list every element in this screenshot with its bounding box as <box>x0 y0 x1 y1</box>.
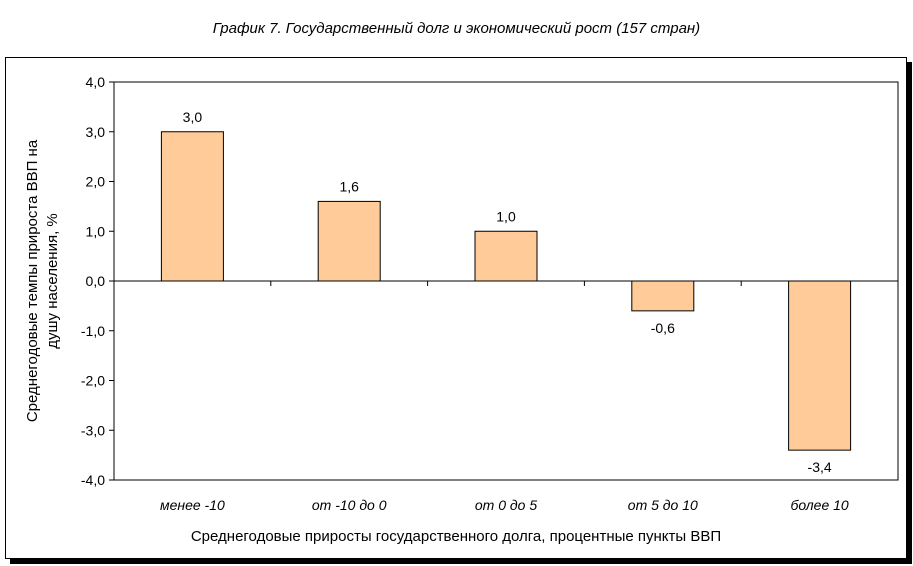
y-tick-label: -3,0 <box>81 422 105 438</box>
bar <box>631 280 695 312</box>
bar <box>474 230 538 282</box>
category-label: от 5 до 10 <box>628 497 698 513</box>
y-tick-label: 2,0 <box>86 174 106 190</box>
data-label: 1,0 <box>496 208 516 224</box>
y-tick-label: 4,0 <box>86 74 106 90</box>
x-axis-title: Среднегодовые приросты государственного … <box>191 528 721 545</box>
data-label: 3,0 <box>183 109 203 125</box>
chart-title: График 7. Государственный долг и экономи… <box>212 20 701 37</box>
y-tick-label: -2,0 <box>81 373 105 389</box>
y-tick-label: 1,0 <box>86 223 106 239</box>
category-label: от -10 до 0 <box>312 497 387 513</box>
bar <box>788 280 852 451</box>
category-label: от 0 до 5 <box>475 497 537 513</box>
category-label: менее -10 <box>160 497 225 513</box>
data-label: 1,6 <box>339 178 359 194</box>
data-label: -0,6 <box>651 320 675 336</box>
y-tick-label: -4,0 <box>81 472 105 488</box>
y-tick-label: 3,0 <box>86 124 106 140</box>
data-label: -3,4 <box>808 459 832 475</box>
y-axis-title: душу населения, % <box>44 213 61 348</box>
category-label: более 10 <box>790 497 848 513</box>
y-axis-title: Среднегодовые темпы прироста ВВП на <box>24 139 41 422</box>
bar <box>317 200 381 282</box>
y-tick-label: 0,0 <box>86 273 106 289</box>
bar <box>160 131 224 282</box>
y-tick-label: -1,0 <box>81 323 105 339</box>
